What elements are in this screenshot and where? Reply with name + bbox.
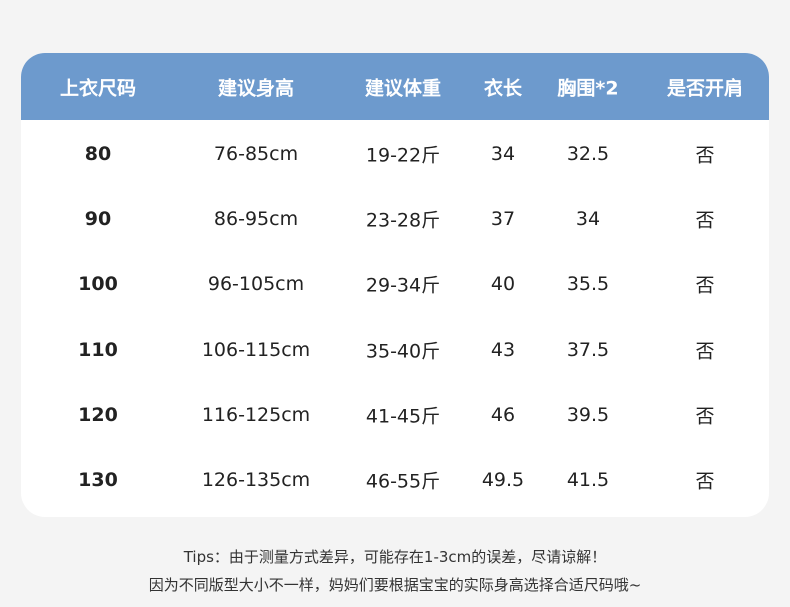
cell-weight: 41-45斤 [365, 405, 441, 428]
cell-height: 126-135cm [201, 469, 311, 491]
cell-chest: 41.5 [566, 469, 610, 491]
cell-height: 76-85cm [213, 143, 299, 165]
cell-open-shoulder: 否 [695, 144, 715, 167]
cell-length: 40 [490, 273, 516, 296]
cell-length: 34 [490, 143, 516, 165]
cell-weight: 35-40斤 [365, 340, 441, 363]
cell-weight: 23-28斤 [365, 209, 441, 232]
header-size: 上衣尺码 [59, 77, 137, 100]
table-row: 80 76-85cm 19-22斤 34 32.5 否 [21, 122, 769, 187]
cell-weight: 46-55斤 [365, 470, 441, 493]
size-chart-table: 上衣尺码 建议身高 建议体重 衣长 胸围*2 是否开肩 80 76-85cm 19-22斤 34… [21, 53, 769, 517]
cell-chest: 35.5 [566, 273, 610, 296]
table-row: 90 86-95cm 23-28斤 37 34 否 [21, 187, 769, 252]
cell-open-shoulder: 否 [695, 470, 715, 493]
header-height: 建议身高 [217, 77, 295, 100]
table-row: 120 116-125cm 41-45斤 46 39.5 否 [21, 383, 769, 448]
tips-line-2: 因为不同版型大小不一样，妈妈们要根据宝宝的实际身高选择合适尺码哦~ [148, 576, 642, 594]
cell-size: 130 [78, 469, 118, 491]
header-open-shoulder: 是否开肩 [666, 77, 744, 100]
cell-height: 106-115cm [201, 338, 311, 361]
cell-size: 80 [84, 143, 112, 165]
table-header: 上衣尺码 建议身高 建议体重 衣长 胸围*2 是否开肩 [21, 53, 769, 120]
cell-height: 116-125cm [201, 403, 311, 426]
cell-length: 43 [490, 338, 516, 361]
cell-length: 49.5 [481, 469, 525, 491]
cell-size: 100 [78, 273, 118, 296]
cell-size: 120 [78, 403, 118, 426]
cell-weight: 29-34斤 [365, 274, 441, 297]
cell-open-shoulder: 否 [695, 209, 715, 232]
tips-line-1: Tips：由于测量方式差异，可能存在1-3cm的误差，尽请谅解！ [183, 548, 607, 566]
cell-size: 90 [84, 208, 112, 231]
cell-open-shoulder: 否 [695, 274, 715, 297]
table-row: 130 126-135cm 46-55斤 49.5 41.5 否 [21, 448, 769, 513]
cell-height: 96-105cm [207, 273, 305, 296]
table-row: 110 106-115cm 35-40斤 43 37.5 否 [21, 318, 769, 383]
cell-chest: 32.5 [566, 143, 610, 165]
cell-length: 46 [490, 403, 516, 426]
header-length: 衣长 [483, 77, 523, 100]
cell-length: 37 [490, 208, 516, 231]
cell-open-shoulder: 否 [695, 405, 715, 428]
cell-chest: 39.5 [566, 403, 610, 426]
table-row: 100 96-105cm 29-34斤 40 35.5 否 [21, 252, 769, 317]
cell-open-shoulder: 否 [695, 340, 715, 363]
cell-chest: 37.5 [566, 338, 610, 361]
header-chest: 胸围*2 [557, 77, 619, 100]
cell-weight: 19-22斤 [365, 144, 441, 167]
header-weight: 建议体重 [364, 77, 442, 100]
cell-height: 86-95cm [213, 208, 299, 231]
cell-chest: 34 [575, 208, 601, 231]
cell-size: 110 [78, 338, 118, 361]
